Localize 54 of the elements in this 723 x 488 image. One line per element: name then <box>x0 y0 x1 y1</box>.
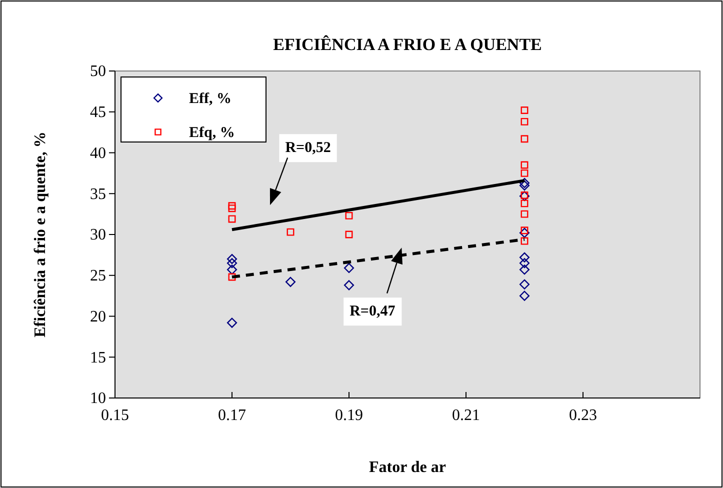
point <box>520 169 528 177</box>
y-tick-label: 25 <box>90 267 106 284</box>
point <box>519 180 530 190</box>
point <box>286 228 294 236</box>
point <box>520 226 528 234</box>
y-tick-label: 10 <box>90 390 106 408</box>
point <box>519 258 530 268</box>
y-tick-label: 15 <box>90 349 106 366</box>
point <box>226 258 238 268</box>
y-axis-title: Eficiência a frio e a quente, % <box>32 132 49 338</box>
point <box>226 264 238 275</box>
point <box>519 279 530 290</box>
x-tick-label: 0.21 <box>452 407 480 424</box>
point <box>226 318 238 328</box>
point <box>519 290 530 301</box>
point <box>345 212 353 220</box>
point <box>520 237 528 245</box>
point <box>345 230 353 238</box>
point <box>344 280 354 290</box>
x-tick-label: 0.23 <box>569 407 597 424</box>
point <box>520 135 528 143</box>
x-tick-label: 0.17 <box>218 407 246 424</box>
point <box>520 106 528 114</box>
y-tick-label: 30 <box>90 226 106 244</box>
point <box>519 228 530 238</box>
annotation: R=0,52 <box>285 140 331 156</box>
y-tick-label: 45 <box>90 104 106 121</box>
x-tick-label: 0.19 <box>335 407 363 424</box>
point <box>520 200 528 208</box>
point <box>228 215 236 223</box>
y-tick-label: 50 <box>90 63 106 80</box>
point <box>285 276 296 287</box>
annotation: R=0,47 <box>350 304 396 320</box>
point <box>228 202 236 210</box>
point <box>520 192 528 199</box>
y-tick-label: 35 <box>90 186 106 203</box>
point <box>519 264 530 275</box>
point <box>519 191 530 202</box>
point <box>228 273 236 281</box>
point <box>520 161 528 169</box>
x-tick-label: 0.15 <box>101 407 129 424</box>
point <box>520 118 528 126</box>
legend-label: Efq, % <box>189 125 235 141</box>
point <box>228 204 236 212</box>
x-axis-title: Fator de ar <box>368 459 446 476</box>
point <box>519 178 530 188</box>
point <box>344 262 354 274</box>
y-tick-label: 40 <box>90 144 106 162</box>
point <box>226 254 238 264</box>
chart-title: EFICIÊNCIA A FRIO E A QUENTE <box>273 35 542 54</box>
legend-label: Eff, % <box>189 91 232 107</box>
y-tick-label: 20 <box>90 308 106 326</box>
point <box>520 210 528 218</box>
point <box>519 252 530 262</box>
